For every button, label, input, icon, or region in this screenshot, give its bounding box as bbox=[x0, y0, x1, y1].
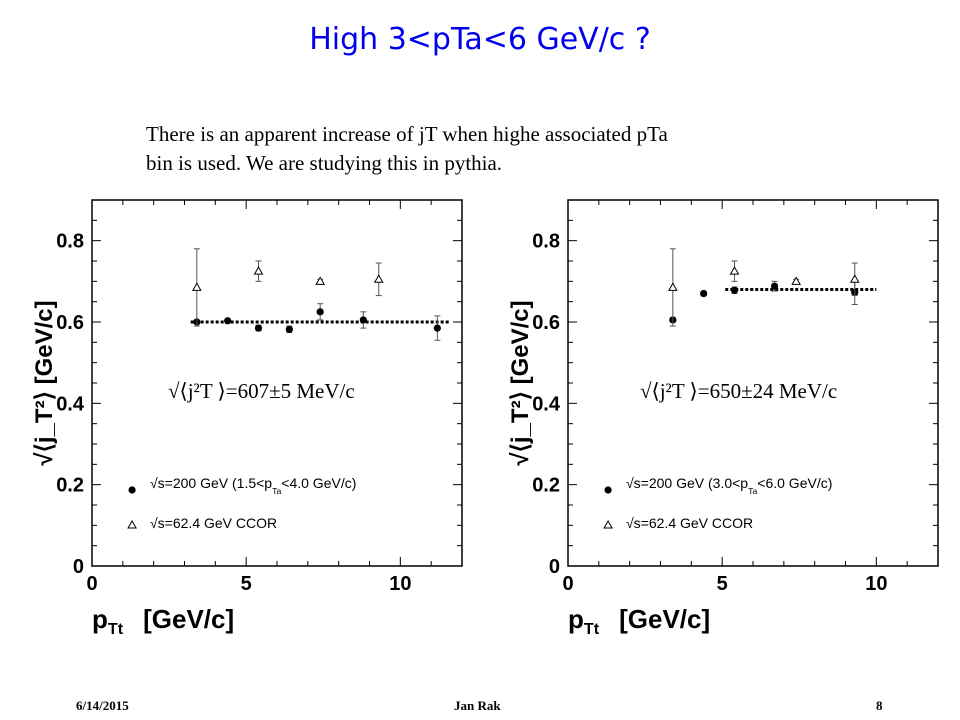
y-tick-label: 0.2 bbox=[56, 475, 84, 497]
x-tick-label: 5 bbox=[717, 573, 728, 595]
y-tick-label: 0 bbox=[73, 556, 84, 578]
footer-author: Jan Rak bbox=[454, 698, 501, 713]
y-tick-label: 0.4 bbox=[532, 393, 561, 415]
axis-ticks bbox=[567, 199, 939, 567]
x-axis-title: pTt [GeV/c] bbox=[568, 604, 710, 638]
data-point bbox=[191, 282, 202, 291]
footer-page-number: 8 bbox=[876, 698, 883, 713]
footer-date: 6/14/2015 bbox=[76, 698, 129, 713]
legend: √s=200 GeV (1.5<pTa<4.0 GeV/c) √s=62.4 Ge… bbox=[127, 475, 356, 531]
series-ccor bbox=[191, 248, 384, 327]
data-point bbox=[770, 282, 779, 290]
data-point bbox=[316, 308, 324, 316]
x-tick-label: 0 bbox=[86, 573, 97, 595]
data-point bbox=[730, 286, 739, 294]
y-tick-label: 0 bbox=[549, 556, 560, 578]
slide-title: High 3<pTa<6 GeV/c ? bbox=[309, 22, 651, 57]
data-point bbox=[667, 282, 678, 291]
y-tick-label: 0.2 bbox=[532, 475, 560, 497]
y-tick-label: 0.8 bbox=[56, 231, 84, 253]
y-axis-title: √⟨j_T²⟩ [GeV/c] bbox=[507, 300, 534, 465]
data-point bbox=[285, 325, 293, 333]
axis-ticks bbox=[91, 199, 463, 567]
data-point bbox=[791, 276, 802, 285]
y-tick-label: 0.6 bbox=[532, 312, 560, 334]
legend-label-200gev: √s=200 GeV (1.5<pTa<4.0 GeV/c) bbox=[150, 475, 356, 496]
data-point bbox=[433, 324, 441, 332]
jt-chart-right: 0 5 10 0 0.2 0.4 0.6 0.8 pTt [GeV/c] √⟨j_T²⟩ [GeV/… bbox=[507, 199, 939, 638]
x-axis-title: pTt [GeV/c] bbox=[92, 604, 234, 638]
data-point bbox=[253, 266, 264, 275]
legend-label-ccor: √s=62.4 GeV CCOR bbox=[626, 515, 753, 531]
data-point bbox=[700, 289, 708, 298]
note-text: There is an apparent increase of jT when… bbox=[146, 120, 846, 178]
fit-annotation: √⟨j²T ⟩=607±5 MeV/c bbox=[168, 379, 355, 403]
data-point bbox=[729, 266, 740, 275]
data-point bbox=[224, 317, 232, 325]
y-axis-title: √⟨j_T²⟩ [GeV/c] bbox=[31, 300, 58, 465]
x-tick-label: 0 bbox=[562, 573, 573, 595]
x-tick-label: 10 bbox=[389, 573, 411, 595]
fit-annotation: √⟨j²T ⟩=650±24 MeV/c bbox=[640, 379, 837, 403]
y-tick-label: 0.6 bbox=[56, 312, 84, 334]
jt-chart-left: 0 5 10 0 0.2 0.4 0.6 0.8 pTt [GeV/c] √⟨j_T²⟩ [GeV/… bbox=[31, 199, 463, 638]
x-tick-label: 10 bbox=[865, 573, 887, 595]
legend-label-200gev: √s=200 GeV (3.0<pTa<6.0 GeV/c) bbox=[626, 475, 832, 496]
data-point bbox=[849, 274, 860, 283]
data-point bbox=[254, 324, 263, 332]
series-200gev bbox=[193, 303, 441, 341]
note-line: bin is used. We are studying this in pyt… bbox=[146, 151, 503, 175]
data-point bbox=[373, 274, 384, 283]
x-tick-label: 5 bbox=[241, 573, 252, 595]
legend: √s=200 GeV (3.0<pTa<6.0 GeV/c) √s=62.4 Ge… bbox=[603, 475, 832, 531]
legend-marker-ccor bbox=[603, 519, 613, 529]
legend-label-ccor: √s=62.4 GeV CCOR bbox=[150, 515, 277, 531]
data-point bbox=[315, 276, 326, 285]
y-tick-label: 0.8 bbox=[532, 231, 560, 253]
series-200gev bbox=[669, 279, 859, 324]
legend-marker-ccor bbox=[127, 519, 137, 529]
series-ccor bbox=[667, 248, 860, 327]
y-tick-label: 0.4 bbox=[56, 393, 85, 415]
legend-marker-200gev bbox=[604, 486, 612, 494]
note-line: There is an apparent increase of jT when… bbox=[146, 122, 668, 146]
legend-marker-200gev bbox=[128, 486, 136, 494]
data-point bbox=[359, 316, 367, 324]
